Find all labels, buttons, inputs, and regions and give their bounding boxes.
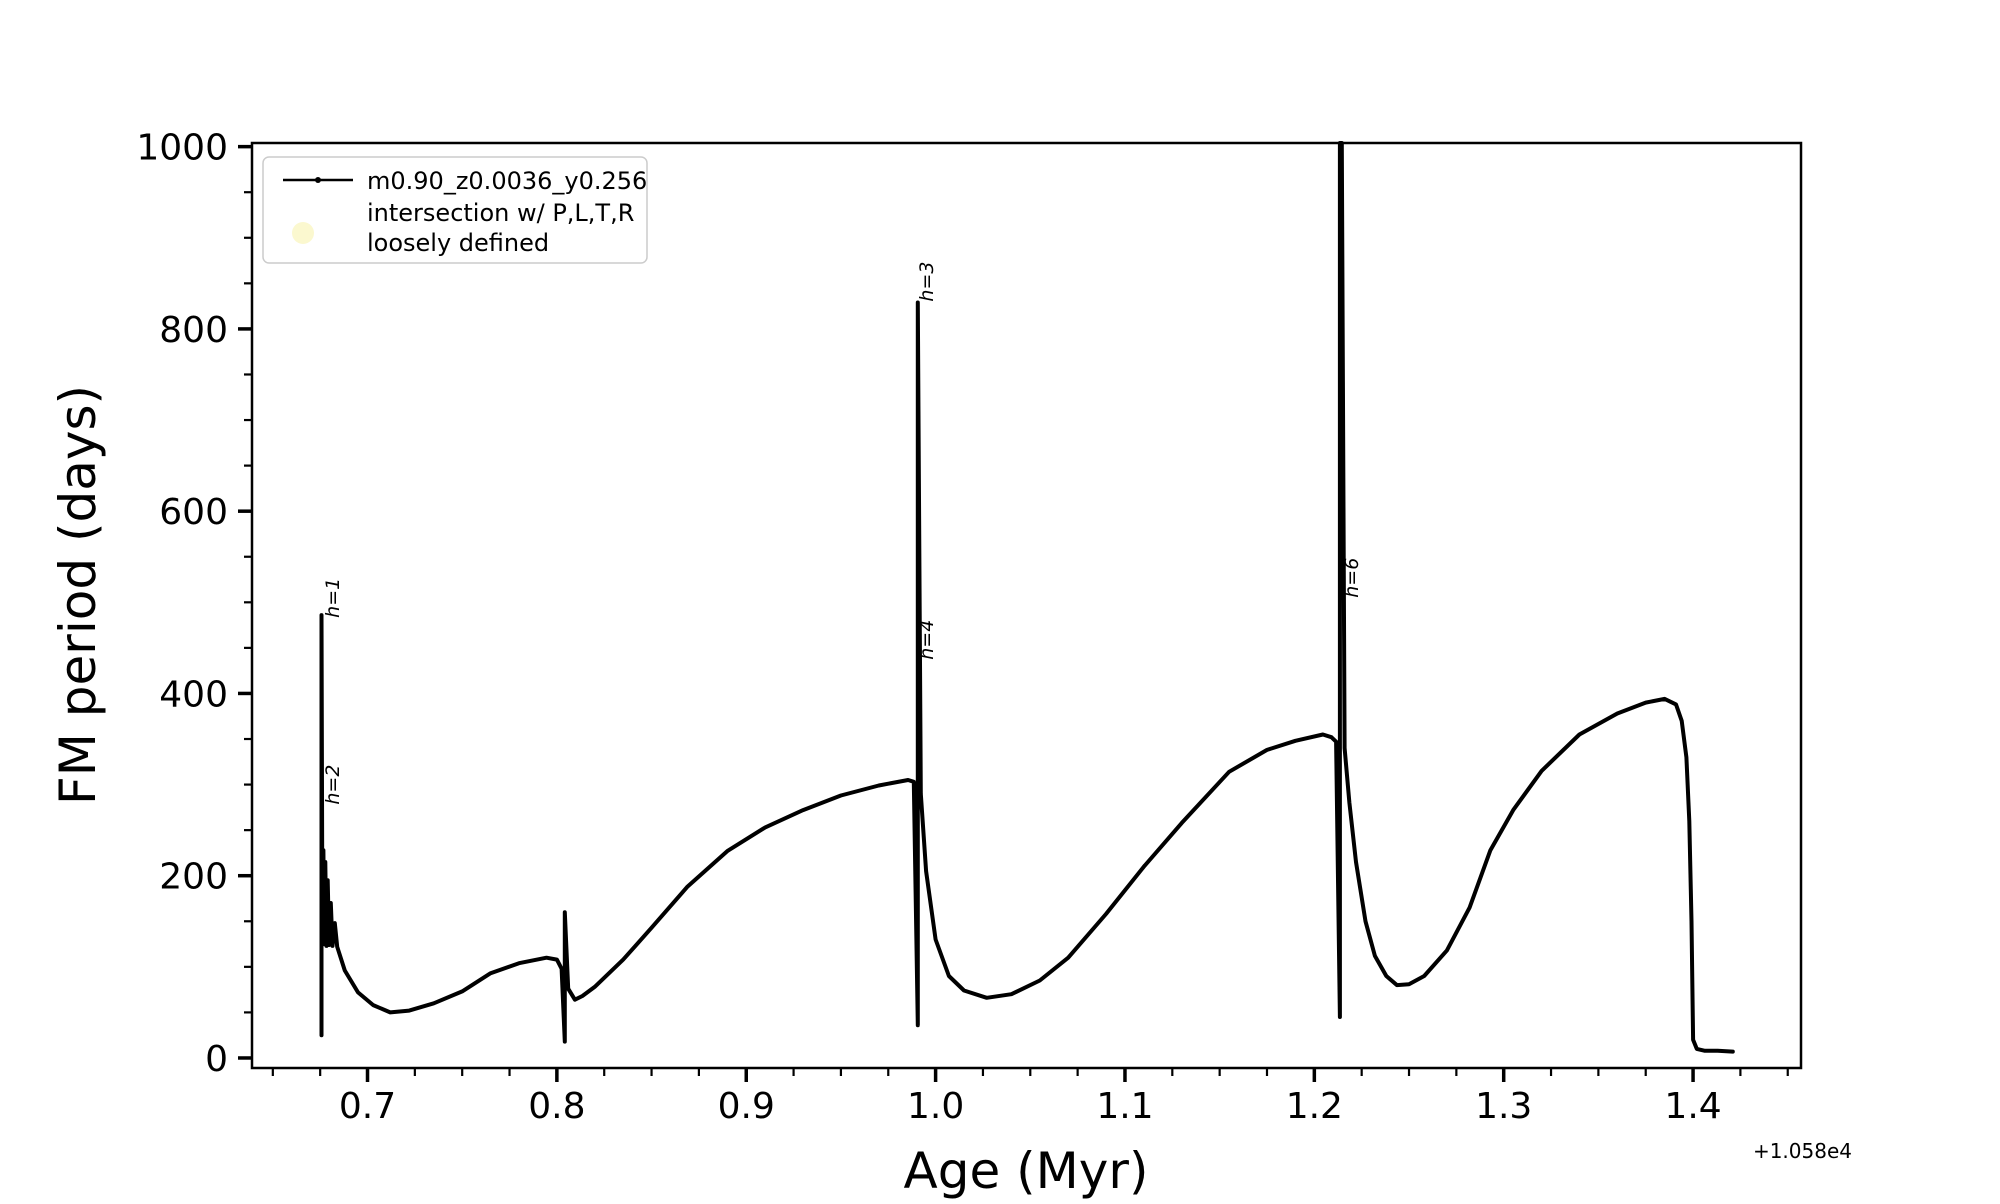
y-tick-label: 1000	[136, 128, 228, 169]
x-tick-label: 0.7	[339, 1086, 396, 1127]
legend-entry-intersection-label-line2: loosely defined	[367, 229, 549, 257]
y-tick-label: 200	[159, 857, 228, 898]
annotation-h2: h=2	[322, 765, 344, 805]
x-tick-label: 1.1	[1096, 1086, 1153, 1127]
x-tick-label: 1.2	[1286, 1086, 1343, 1127]
generated-plot-content: 0.7 0.8 0.9 1.0 1.1 1.2 1.3 1.4 0 200 400 600 800 100…	[136, 128, 1789, 1127]
x-axis-label: Age (Myr)	[904, 1142, 1149, 1200]
legend-entry-series-label: m0.90_z0.0036_y0.256	[367, 167, 647, 195]
legend-entry-intersection-label-line1: intersection w/ P,L,T,R	[367, 199, 634, 227]
y-tick-label: 800	[159, 310, 228, 351]
y-tick-label: 400	[159, 674, 228, 715]
annotation-h3: h=3	[916, 262, 938, 302]
series-curve	[319, 141, 1735, 1054]
y-axis-label: FM period (days)	[49, 385, 107, 805]
y-tick-label: 600	[159, 492, 228, 533]
annotation-h1: h=1	[322, 578, 344, 618]
annotation-h4: h=4	[916, 620, 938, 660]
x-tick-label: 1.4	[1664, 1086, 1721, 1127]
legend: m0.90_z0.0036_y0.256 intersection w/ P,L…	[262, 156, 648, 264]
plot-frame	[250, 141, 1803, 1070]
x-axis-offset-label: +1.058e4	[1753, 1139, 1852, 1163]
x-tick-label: 1.3	[1475, 1086, 1532, 1127]
legend-line-dot-marker	[315, 177, 321, 183]
x-tick-label: 0.8	[528, 1086, 585, 1127]
x-tick-label: 0.9	[718, 1086, 775, 1127]
y-tick-label: 0	[205, 1039, 228, 1080]
legend-intersection-marker-icon	[292, 222, 314, 244]
x-tick-label: 1.0	[907, 1086, 964, 1127]
legend-box	[262, 156, 648, 264]
annotation-h6: h=6	[1341, 558, 1363, 598]
